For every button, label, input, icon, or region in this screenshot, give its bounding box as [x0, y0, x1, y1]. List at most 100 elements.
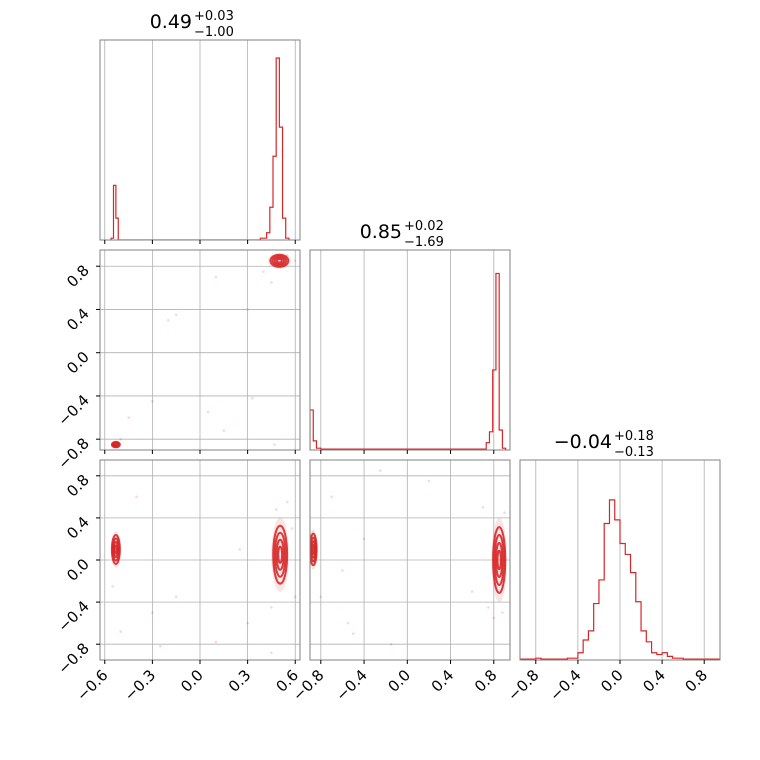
- title-minus: −0.13: [614, 445, 654, 460]
- title-2: −0.04 +0.18−0.13: [554, 429, 654, 460]
- scatter-point: [286, 500, 289, 504]
- scatter-point: [151, 400, 154, 403]
- scatter-point: [246, 621, 249, 625]
- scatter-point: [346, 621, 350, 625]
- density-contour: [495, 541, 504, 579]
- scatter-point: [111, 585, 114, 588]
- title-value: 0.49: [150, 11, 192, 33]
- density-contour: [277, 545, 284, 564]
- scatter-point: [503, 511, 506, 514]
- scatter-point: [492, 616, 496, 620]
- scatter-point: [159, 645, 162, 648]
- title-value: 0.85: [360, 221, 402, 243]
- density-contour: [492, 526, 507, 594]
- scatter-point: [214, 640, 218, 644]
- density-contour: [273, 256, 286, 265]
- scatter-point: [470, 590, 474, 593]
- scatter-point: [246, 308, 249, 311]
- x-tick-label: 0.8: [681, 666, 711, 696]
- scatter-point: [293, 259, 297, 263]
- density-contour: [275, 258, 283, 264]
- x-tick-label: 0.0: [177, 666, 207, 696]
- y-tick-label: 0.8: [63, 261, 93, 291]
- density-contour: [273, 531, 287, 578]
- scatter-point: [238, 548, 241, 551]
- y-tick-label: 0.4: [63, 305, 93, 335]
- panel-0-0: [99, 39, 301, 244]
- x-tick-label: −0.4: [332, 666, 370, 704]
- y-tick-label: −0.4: [54, 597, 92, 635]
- title-minus: −1.69: [404, 235, 444, 250]
- scatter-point: [222, 429, 226, 432]
- panel-1-1: [309, 249, 511, 454]
- x-tick-label: 0.0: [385, 666, 415, 696]
- y-tick-label: 0.0: [63, 348, 93, 378]
- panel-content: [310, 469, 507, 646]
- scatter-point: [262, 270, 265, 273]
- x-tick-label: 0.3: [225, 666, 255, 696]
- panel-2-0: [96, 459, 301, 664]
- scatter-point: [127, 416, 130, 419]
- x-tick-label: 0.8: [471, 666, 501, 696]
- density-contour: [269, 253, 290, 268]
- x-tick-label: −0.8: [504, 666, 542, 704]
- scatter-point: [119, 630, 122, 633]
- scatter-point: [270, 606, 273, 609]
- density-contour: [311, 544, 316, 555]
- y-tick-label: −0.8: [54, 639, 92, 677]
- x-tick-label: −0.4: [546, 666, 584, 704]
- scatter-point: [273, 443, 276, 446]
- title-plus: +0.18: [614, 429, 654, 444]
- scatter-point: [378, 469, 382, 472]
- title-plus: +0.02: [404, 219, 444, 234]
- y-tick-label: 0.4: [63, 513, 93, 543]
- title-1: 0.85 +0.02−1.69: [360, 219, 444, 250]
- scatter-point: [151, 611, 154, 614]
- scatter-point: [351, 632, 355, 635]
- panel-content: [110, 57, 290, 240]
- y-tick-label: −0.4: [54, 391, 92, 429]
- x-tick-label: 0.0: [597, 666, 627, 696]
- density-contour: [271, 255, 288, 267]
- x-tick-label: −0.6: [73, 666, 111, 704]
- x-tick-label: 0.4: [428, 666, 458, 696]
- panel-frame: [309, 249, 511, 451]
- panel-content: [110, 495, 297, 654]
- density-contour: [272, 524, 289, 585]
- panel-2-2: [519, 459, 721, 664]
- scatter-point: [206, 410, 210, 414]
- y-tick-label: 0.0: [63, 555, 93, 585]
- panel-content: [310, 272, 507, 450]
- density-contour: [275, 538, 285, 571]
- scatter-point: [501, 611, 504, 614]
- scatter-point: [251, 396, 254, 400]
- scatter-point: [166, 318, 170, 322]
- scatter-point: [481, 506, 485, 509]
- scatter-point: [274, 508, 278, 511]
- scatter-point: [293, 595, 297, 599]
- x-tick-label: −0.3: [121, 666, 159, 704]
- title-value: −0.04: [554, 431, 612, 453]
- panel-content: [110, 253, 297, 449]
- histogram-1: [310, 272, 507, 450]
- scatter-point: [270, 281, 273, 284]
- scatter-point: [290, 527, 294, 530]
- density-contour: [113, 442, 118, 447]
- scatter-point: [330, 495, 333, 499]
- scatter-point: [135, 495, 138, 499]
- title-minus: −1.00: [194, 25, 234, 40]
- title-0: 0.49 +0.03−1.00: [150, 9, 234, 40]
- panel-1-0: [96, 249, 301, 454]
- scatter-point: [389, 642, 393, 646]
- y-tick-label: −0.8: [54, 434, 92, 472]
- panel-content: [520, 499, 720, 660]
- scatter-point: [341, 569, 344, 572]
- scatter-point: [427, 479, 431, 483]
- panel-2-1: [309, 459, 511, 664]
- density-contour: [113, 544, 118, 555]
- scatter-point: [174, 313, 178, 317]
- scatter-point: [174, 595, 178, 599]
- panel-frame: [309, 459, 511, 661]
- density-contour: [496, 549, 502, 571]
